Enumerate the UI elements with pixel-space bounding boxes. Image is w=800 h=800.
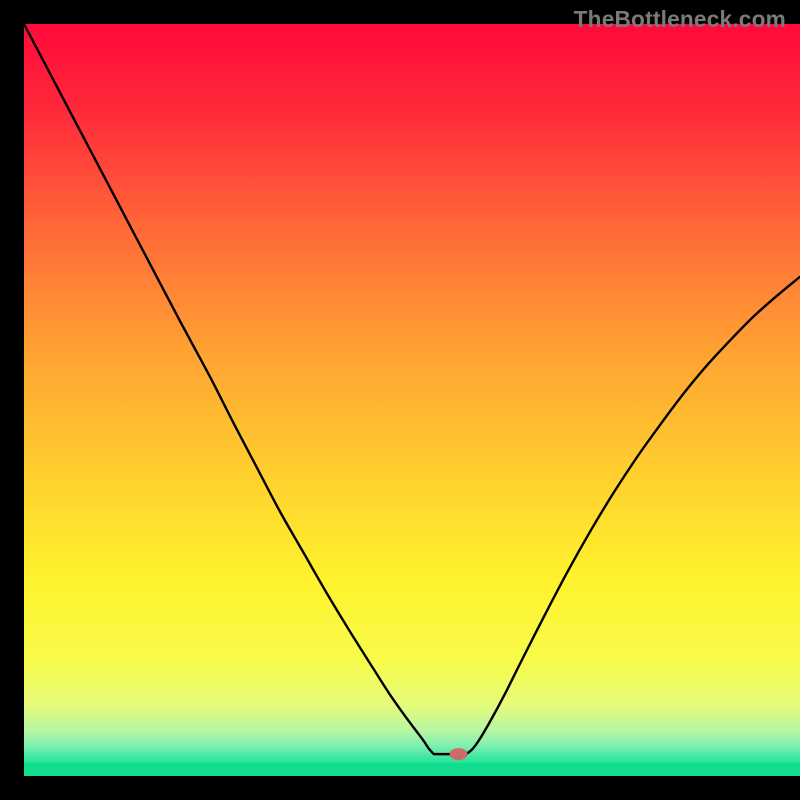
- chart-canvas: [0, 0, 800, 800]
- optimal-strip: [24, 763, 800, 776]
- bottleneck-chart: TheBottleneck.com: [0, 0, 800, 800]
- watermark-text: TheBottleneck.com: [574, 6, 786, 33]
- optimal-marker: [450, 748, 468, 760]
